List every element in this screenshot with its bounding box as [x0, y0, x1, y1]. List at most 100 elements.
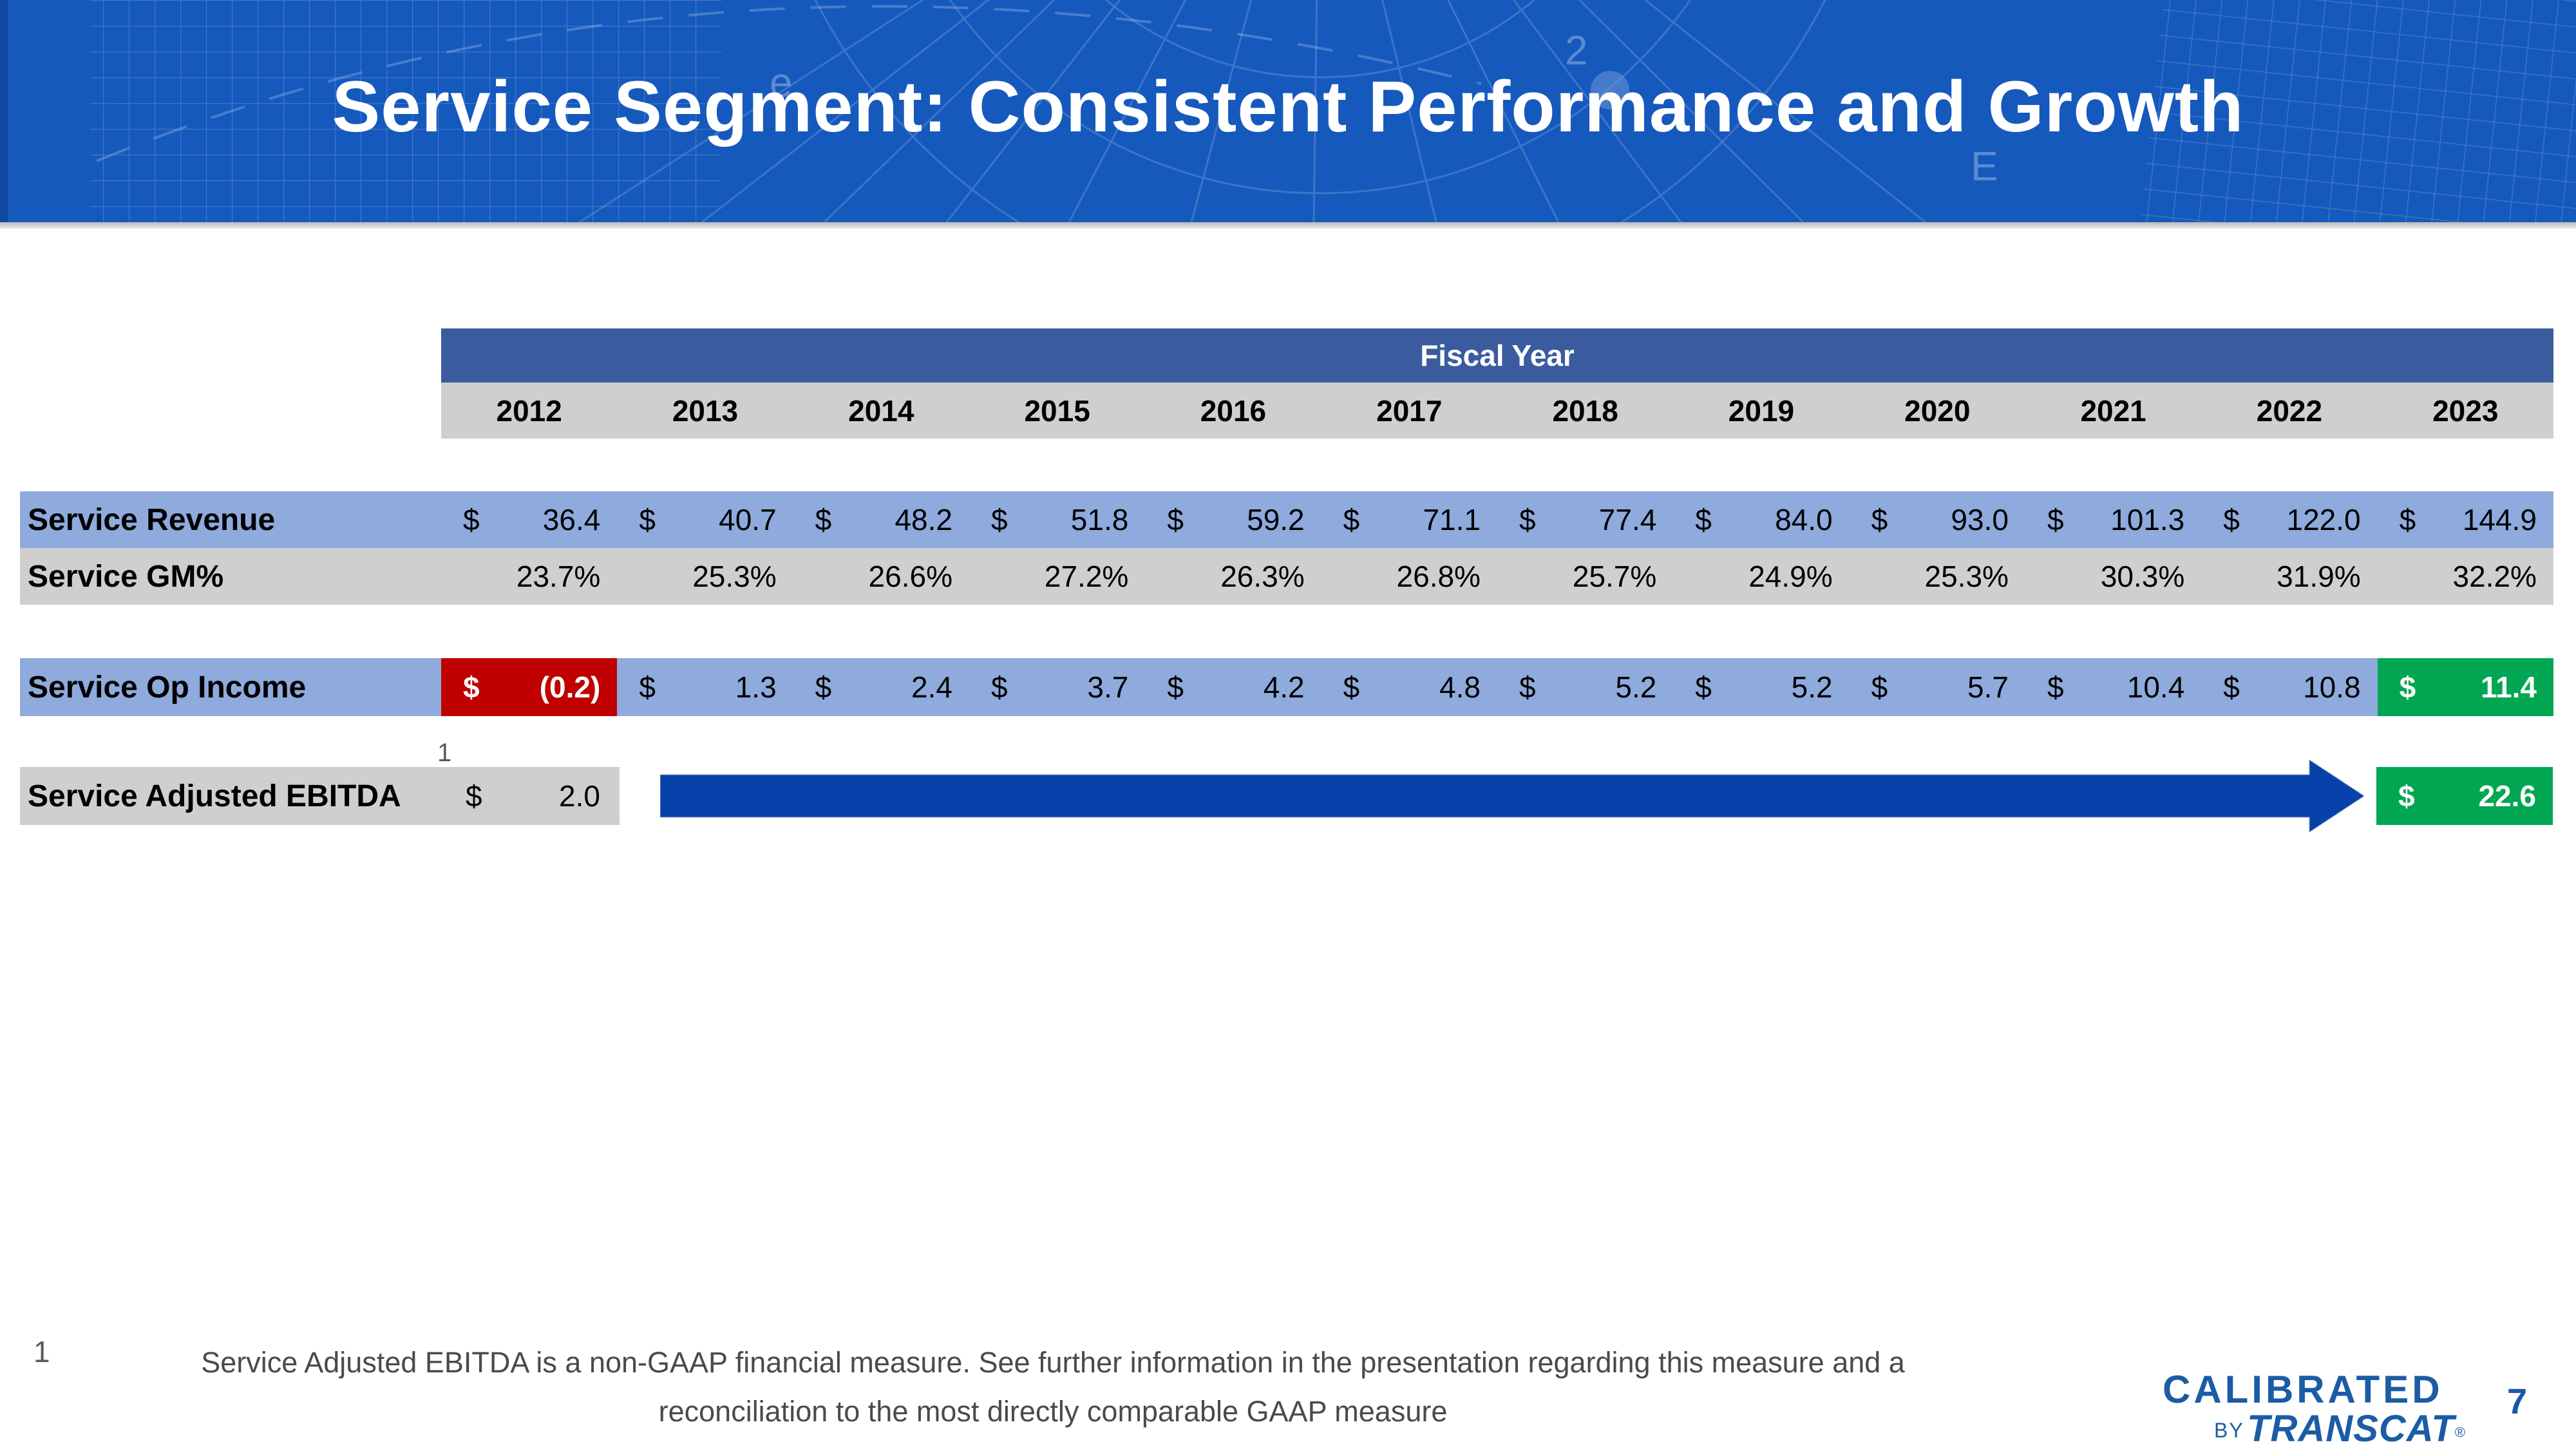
service-revenue-value-2013: 40.7	[719, 503, 777, 536]
service-gm-cell-2021: 30.3%	[2100, 560, 2185, 593]
fiscal-year-label: Fiscal Year	[1420, 339, 1575, 372]
footnote-line-1: Service Adjusted EBITDA is a non-GAAP fi…	[201, 1346, 1905, 1379]
service-ebitda-label: Service Adjusted EBITDA	[28, 779, 401, 813]
service-revenue-cell-2019: $84.0	[1673, 491, 1849, 548]
page-number: 7	[2507, 1381, 2528, 1421]
growth-arrow	[660, 760, 2364, 832]
year-header-2022: 2022	[2256, 393, 2323, 428]
currency-symbol: $	[1167, 670, 1184, 704]
service-gm-cell-2016: 26.3%	[1220, 560, 1305, 593]
currency-symbol: $	[1519, 503, 1536, 536]
header-shadow	[0, 222, 2576, 229]
footnote-ref-superscript: 1	[437, 739, 452, 767]
blueprint-pattern-graphic: e 2 E	[0, 0, 2576, 222]
year-header-2020: 2020	[1904, 393, 1971, 428]
ebitda-2012-value: 2.0	[559, 779, 600, 813]
slide-title: Service Segment: Consistent Performance …	[332, 66, 2244, 147]
year-header-2014: 2014	[848, 393, 914, 428]
service-revenue-value-2014: 48.2	[895, 503, 952, 536]
years-row: 2012 2013 2014 2015 2016 2017 2018 2019 2020 2021…	[441, 383, 2553, 439]
service-revenue-cell-2015: $51.8	[969, 491, 1145, 548]
service-revenue-value-2023: 144.9	[2462, 503, 2537, 536]
service-revenue-cell-2021: $101.3	[2025, 491, 2201, 548]
currency-symbol: $	[1343, 503, 1360, 536]
service-revenue-cell-2023: $144.9	[2378, 491, 2553, 548]
service-op-income-cells: $ (0.2) $1.3 $2.4 $3.7 $4.2 $4.8 $5.2 $5.2 $5.7 $1…	[441, 658, 2553, 716]
year-header-2017: 2017	[1376, 393, 1443, 428]
logo-by-transcat-text: BY TRANSCAT®	[2163, 1410, 2465, 1449]
year-header-2023: 2023	[2432, 393, 2499, 428]
service-gm-cell-2019: 24.9%	[1748, 560, 1833, 593]
currency-symbol: $	[1695, 503, 1712, 536]
service-revenue-cell-2014: $48.2	[793, 491, 969, 548]
service-op-income-value-2019: 5.2	[1791, 670, 1833, 704]
service-gm-cells: 23.7% 25.3% 26.6% 27.2% 26.3% 26.8% 25.7% 24.9%…	[441, 548, 2553, 605]
service-op-income-value-2016: 4.2	[1263, 670, 1305, 704]
service-revenue-value-2015: 51.8	[1070, 503, 1129, 536]
year-header-2021: 2021	[2080, 393, 2146, 428]
service-gm-cell-2020: 25.3%	[1924, 560, 2009, 593]
currency-symbol: $	[2399, 503, 2416, 536]
service-op-income-value-2018: 5.2	[1615, 670, 1657, 704]
row-service-gm: Service GM% 23.7% 25.3% 26.6% 27.2% 26.3% 26.…	[20, 548, 2553, 605]
currency-symbol: $	[815, 503, 832, 536]
service-op-income-label: Service Op Income	[28, 670, 307, 705]
service-revenue-cells: $36.4 $40.7 $48.2 $51.8 $59.2 $71.1 $77.4 $84.0…	[441, 491, 2553, 548]
logo-calibrated-text: CALIBRATED	[2163, 1368, 2443, 1411]
currency-symbol: $	[639, 503, 656, 536]
svg-text:e: e	[770, 59, 793, 106]
currency-symbol: $	[1695, 670, 1712, 704]
currency-symbol: $	[2047, 503, 2064, 536]
service-gm-cell-2022: 31.9%	[2277, 560, 2361, 593]
currency-symbol: $	[463, 670, 480, 704]
service-op-income-cell-2015: $3.7	[969, 658, 1145, 716]
currency-symbol: $	[990, 503, 1008, 536]
service-revenue-cell-2016: $59.2	[1145, 491, 1321, 548]
row-service-adjusted-ebitda: Service Adjusted EBITDA 1 $ 2.0 $ 22.6	[20, 739, 2553, 832]
year-header-2018: 2018	[1552, 393, 1618, 428]
service-op-income-value-2021: 10.4	[2126, 670, 2185, 704]
svg-text:E: E	[1971, 143, 1998, 189]
row-service-op-income: Service Op Income $ (0.2) $1.3 $2.4 $3.7 $4.2…	[20, 658, 2553, 716]
service-op-income-cell-2014: $2.4	[793, 658, 969, 716]
service-revenue-value-2018: 77.4	[1598, 503, 1657, 536]
currency-symbol: $	[1343, 670, 1360, 704]
currency-symbol: $	[2223, 503, 2240, 536]
service-op-income-cell-2016: $4.2	[1145, 658, 1321, 716]
currency-symbol: $	[990, 670, 1008, 704]
service-gm-cell-2014: 26.6%	[868, 560, 952, 593]
service-op-income-cell-2017: $4.8	[1321, 658, 1497, 716]
service-revenue-cell-2012: $36.4	[441, 491, 617, 548]
service-op-income-cell-2021: $10.4	[2025, 658, 2201, 716]
service-gm-cell-2013: 25.3%	[692, 560, 777, 593]
currency-symbol: $	[1871, 503, 1888, 536]
service-op-income-value-2012: (0.2)	[539, 670, 601, 704]
service-revenue-value-2022: 122.0	[2286, 503, 2361, 536]
currency-symbol: $	[466, 779, 482, 813]
service-revenue-cell-2018: $77.4	[1497, 491, 1673, 548]
service-op-income-cell-2013: $1.3	[617, 658, 793, 716]
service-op-income-value-2013: 1.3	[735, 670, 777, 704]
service-op-income-cell-2019: $5.2	[1673, 658, 1849, 716]
service-op-income-value-2015: 3.7	[1087, 670, 1129, 704]
ebitda-label-block: Service Adjusted EBITDA 1 $ 2.0	[20, 739, 620, 825]
ebitda-2023-cell: $ 22.6	[2376, 767, 2553, 825]
service-revenue-cell-2013: $40.7	[617, 491, 793, 548]
service-revenue-label: Service Revenue	[28, 502, 276, 537]
currency-symbol: $	[639, 670, 656, 704]
service-op-income-value-2022: 10.8	[2303, 670, 2361, 704]
currency-symbol: $	[2398, 779, 2415, 813]
service-op-income-value-2020: 5.7	[1967, 670, 2009, 704]
svg-text:2: 2	[1565, 27, 1588, 73]
footnote-line-2: reconciliation to the most directly comp…	[658, 1395, 1448, 1428]
service-gm-cell-2015: 27.2%	[1044, 560, 1129, 593]
service-gm-cell-2023: 32.2%	[2452, 560, 2537, 593]
logo-transcat-text: TRANSCAT	[2247, 1408, 2455, 1449]
currency-symbol: $	[2223, 670, 2240, 704]
service-revenue-value-2019: 84.0	[1775, 503, 1833, 536]
footnote-marker: 1	[33, 1335, 50, 1368]
service-gm-label: Service GM%	[28, 559, 224, 594]
service-revenue-cell-2020: $93.0	[1850, 491, 2025, 548]
service-revenue-value-2021: 101.3	[2110, 503, 2185, 536]
